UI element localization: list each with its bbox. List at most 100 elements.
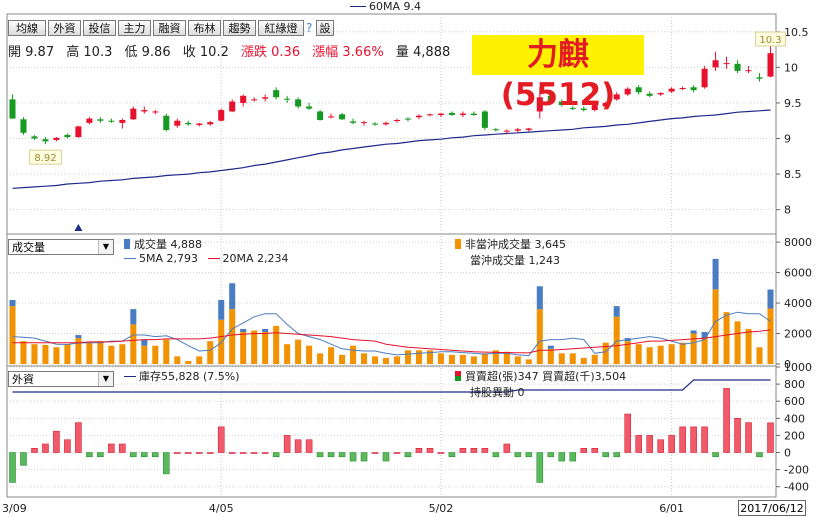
volume-bar-nonday bbox=[361, 353, 368, 364]
volume-tick-label: 8000 bbox=[784, 236, 812, 249]
candle-body bbox=[284, 98, 291, 100]
toolbar-button-bollinger[interactable]: 布林 bbox=[188, 20, 221, 36]
candle bbox=[668, 87, 675, 93]
volume-bar-nonday bbox=[163, 339, 170, 364]
inst-buy-sell-bar bbox=[327, 452, 335, 458]
ma20-legend-line bbox=[207, 258, 220, 259]
volume-bar bbox=[141, 339, 148, 364]
toolbar-button-traffic-light[interactable]: 紅綠燈 bbox=[258, 20, 304, 36]
toolbar-button-settings[interactable]: 設 bbox=[316, 20, 334, 36]
candle-body bbox=[163, 115, 170, 130]
volume-bar bbox=[196, 356, 203, 364]
toolbar-button-trend[interactable]: 趨勢 bbox=[223, 20, 256, 36]
volume-bar-daytrade bbox=[9, 300, 16, 307]
candle bbox=[734, 60, 741, 74]
inst-buy-sell-bar bbox=[305, 439, 313, 453]
volume-bar-nonday bbox=[558, 353, 565, 364]
candle-body bbox=[657, 92, 664, 95]
volume-bar-daytrade bbox=[141, 339, 148, 346]
institution-indicator-select[interactable]: 外資 ▼ bbox=[8, 371, 114, 387]
inst-buy-sell-bar bbox=[108, 443, 115, 453]
inst-buy-sell-bar bbox=[668, 435, 675, 453]
volume-bar bbox=[152, 345, 159, 364]
candle-body bbox=[426, 114, 433, 116]
inst-buy-sell-bar bbox=[734, 418, 741, 453]
candle-body bbox=[240, 95, 247, 103]
volume-bar-nonday bbox=[657, 345, 664, 364]
toolbar-button-foreign[interactable]: 外資 bbox=[48, 20, 81, 36]
inst-buy-sell-bar bbox=[569, 452, 577, 462]
candle-body bbox=[503, 130, 510, 132]
toolbar-button-trust[interactable]: 投信 bbox=[83, 20, 116, 36]
change-value: 漲跌 0.36 bbox=[241, 45, 301, 60]
volume-bar-nonday bbox=[9, 306, 16, 364]
volume-bar-nonday bbox=[130, 324, 137, 364]
volume-bar bbox=[372, 356, 379, 364]
candle bbox=[426, 113, 433, 117]
inst-buy-sell-bar bbox=[261, 452, 269, 454]
candle-body bbox=[580, 108, 587, 111]
volume-bar-daytrade bbox=[690, 330, 697, 334]
candle-body bbox=[514, 129, 521, 131]
volume-bar-nonday bbox=[42, 344, 49, 364]
x-tick-label: 4/05 bbox=[209, 502, 234, 515]
toolbar-button-main-force[interactable]: 主力 bbox=[118, 20, 151, 36]
inst-buy-sell-bar bbox=[97, 452, 104, 458]
candle-body bbox=[86, 118, 93, 123]
candle-body bbox=[404, 118, 411, 120]
volume-bar bbox=[251, 330, 258, 364]
volume-bar bbox=[723, 312, 730, 364]
inst-tick-label: 200 bbox=[784, 429, 805, 442]
inst-buy-sell-bar bbox=[558, 452, 566, 462]
price-tick-label: 10.5 bbox=[784, 26, 809, 39]
help-icon[interactable]: ? bbox=[306, 21, 313, 35]
change-percent: 漲幅 3.66% bbox=[312, 45, 384, 60]
candle bbox=[525, 127, 532, 132]
volume-bar-nonday bbox=[602, 342, 609, 364]
candle-body bbox=[350, 121, 357, 123]
holding-line bbox=[12, 379, 771, 393]
candle bbox=[350, 118, 357, 125]
candle-body bbox=[481, 111, 488, 128]
inst-buy-sell-bar bbox=[360, 452, 368, 462]
inst-buy-sell-bar bbox=[404, 452, 412, 458]
candle bbox=[580, 106, 587, 112]
candle-body bbox=[459, 113, 466, 116]
candle-body bbox=[339, 114, 346, 120]
volume-bar-nonday bbox=[295, 339, 302, 364]
toolbar-button-ma[interactable]: 均線 bbox=[8, 20, 46, 36]
candle bbox=[262, 94, 269, 102]
candle-body bbox=[9, 99, 16, 119]
inst-buy-sell-bar bbox=[701, 426, 708, 453]
volume-indicator-select[interactable]: 成交量 ▼ bbox=[8, 239, 114, 255]
volume-bar bbox=[174, 356, 181, 364]
inst-buy-sell-bar bbox=[163, 452, 170, 475]
daytrade-legend-text: 當沖成交量 1,243 bbox=[470, 254, 560, 267]
close-value: 收 10.2 bbox=[182, 45, 229, 60]
candle bbox=[119, 118, 126, 129]
inst-buy-sell-bar bbox=[349, 452, 357, 462]
candle-body bbox=[185, 122, 192, 125]
volume-bar bbox=[163, 339, 170, 364]
buy-sell-legend: 買賣超(張)347 買賣超(千)3,504 bbox=[455, 368, 626, 384]
candle-body bbox=[679, 87, 686, 89]
volume-bar bbox=[635, 344, 642, 364]
volume-bar bbox=[64, 344, 71, 364]
ohlc-summary: 開 9.87 高 10.3 低 9.86 收 10.2 漲跌 0.36 漲幅 3… bbox=[8, 41, 458, 60]
volume-indicator-selected: 成交量 bbox=[12, 241, 45, 254]
price-tick-label: 8 bbox=[784, 204, 791, 217]
inst-tick-label: 0 bbox=[784, 447, 791, 460]
candle-body bbox=[53, 137, 60, 140]
inst-buy-sell-bar bbox=[635, 435, 642, 453]
candle bbox=[152, 110, 159, 115]
candle-body bbox=[613, 94, 620, 100]
toolbar-button-margin[interactable]: 融資 bbox=[153, 20, 186, 36]
candle bbox=[53, 137, 60, 142]
volume-bar-nonday bbox=[240, 332, 247, 364]
volume-bar-nonday bbox=[251, 330, 258, 364]
candle bbox=[284, 95, 291, 103]
inst-buy-sell-bar bbox=[492, 452, 500, 458]
daytrade-legend: 當沖成交量 1,243 bbox=[470, 252, 560, 268]
chevron-down-icon: ▼ bbox=[98, 240, 113, 254]
